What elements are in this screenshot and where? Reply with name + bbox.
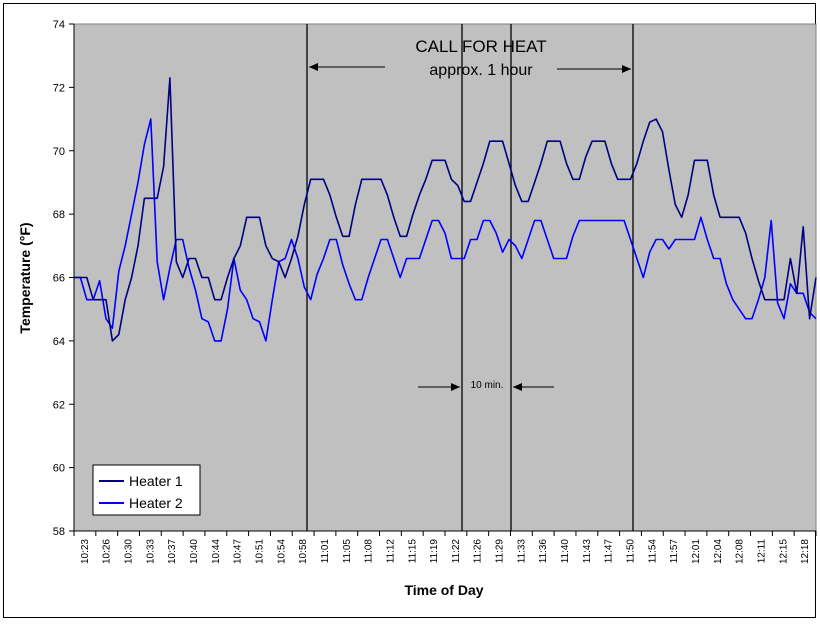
x-tick-label: 11:47: [604, 539, 615, 564]
x-tick-label: 11:22: [451, 539, 462, 564]
x-tick-label: 11:33: [516, 539, 527, 564]
x-tick-label: 12:15: [778, 539, 789, 564]
x-tick-label: 10:51: [255, 539, 266, 564]
y-tick-label: 74: [53, 19, 65, 31]
legend-label: Heater 2: [129, 495, 183, 511]
y-tick-label: 66: [53, 273, 65, 285]
legend-label: Heater 1: [129, 473, 183, 489]
legend-box: [92, 464, 201, 516]
arrow-head: [451, 383, 460, 391]
x-tick-label: 11:15: [407, 539, 418, 564]
x-tick-label: 11:57: [669, 539, 680, 564]
series-lines: [74, 77, 817, 342]
y-tick-label: 58: [53, 526, 65, 538]
x-tick-label: 10:58: [298, 539, 309, 564]
x-tick-label: 11:19: [429, 539, 440, 564]
x-tick-label: 12:08: [735, 539, 746, 564]
plot-area: [73, 23, 817, 532]
call-for-heat-label: CALL FOR HEAT: [415, 37, 546, 56]
y-tick-label: 62: [53, 399, 65, 411]
y-tick-label: 72: [53, 82, 65, 94]
x-tick-label: 11:29: [495, 539, 506, 564]
y-axis-ticks: 58 60 62 64 66 68 70 72 74: [53, 19, 74, 538]
x-tick-label: 11:43: [582, 539, 593, 564]
series-line-heater-2: [74, 118, 817, 342]
y-tick-label: 64: [53, 336, 65, 348]
x-tick-label: 11:01: [320, 539, 331, 564]
x-tick-label: 10:54: [276, 539, 287, 564]
x-tick-label: 11:54: [647, 539, 658, 564]
x-tick-label: 12:01: [691, 539, 702, 564]
x-tick-label: 10:33: [145, 539, 156, 564]
x-tick-label: 11:50: [626, 539, 637, 564]
x-tick-label: 10:37: [167, 539, 178, 564]
interval-label: 10 min.: [471, 380, 504, 391]
y-tick-label: 70: [53, 146, 65, 158]
annotations: CALL FOR HEAT approx. 1 hour 10 min.: [309, 37, 631, 391]
x-tick-label: 11:26: [473, 539, 484, 564]
call-duration-label: approx. 1 hour: [429, 62, 533, 79]
x-axis-title: Time of Day: [404, 582, 483, 598]
x-tick-label: 11:36: [538, 539, 549, 564]
x-tick-label: 12:04: [713, 539, 724, 564]
y-tick-label: 68: [53, 209, 65, 221]
x-tick-label: 10:30: [124, 539, 135, 564]
series-line-heater-1: [74, 77, 817, 342]
x-tick-label: 11:05: [342, 539, 353, 564]
x-tick-label: 12:18: [800, 539, 811, 564]
arrow-head: [622, 65, 631, 73]
x-tick-label: 11:08: [364, 539, 375, 564]
arrow-head: [513, 383, 522, 391]
arrow-head: [309, 63, 318, 71]
x-tick-label: 10:26: [102, 539, 113, 564]
x-tick-label: 10:23: [80, 539, 91, 564]
x-tick-label: 10:47: [233, 539, 244, 564]
x-tick-label: 10:44: [211, 539, 222, 564]
x-tick-label: 12:11: [756, 539, 767, 564]
y-axis-title: Temperature (°F): [17, 222, 33, 333]
x-tick-label: 10:40: [189, 539, 200, 564]
reference-lines: [306, 24, 634, 531]
legend: Heater 1 Heater 2: [92, 464, 201, 516]
x-axis-ticks: 10:23 10:26 10:30 10:33 10:37 10:40 10:44 10:47…: [73, 531, 817, 564]
x-tick-label: 11:40: [560, 539, 571, 564]
y-tick-label: 60: [53, 463, 65, 475]
x-tick-label: 11:12: [385, 539, 396, 564]
